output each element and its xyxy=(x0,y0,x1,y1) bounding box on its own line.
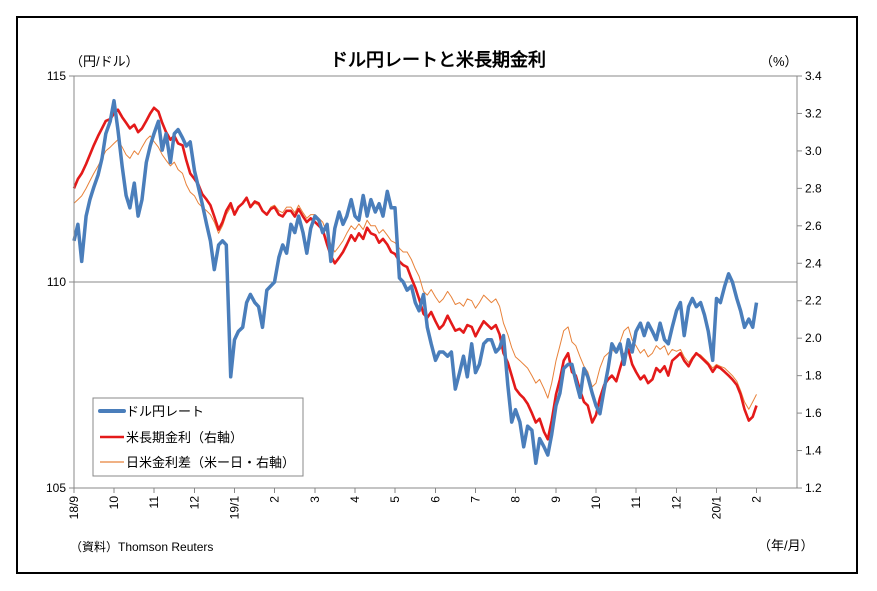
right-tick-label: 2.0 xyxy=(805,331,822,345)
right-tick-label: 1.8 xyxy=(805,369,822,383)
left-tick-label: 110 xyxy=(47,275,66,289)
x-tick-label: 12 xyxy=(670,496,684,510)
right-tick-label: 3.4 xyxy=(805,69,822,83)
x-tick-label: 9 xyxy=(549,496,563,503)
x-tick-label: 10 xyxy=(107,496,121,510)
x-tick-label: 12 xyxy=(188,496,202,510)
x-tick-label: 11 xyxy=(147,496,161,509)
series-layer xyxy=(72,98,759,466)
x-tick-label: 11 xyxy=(629,496,643,509)
right-tick-label: 1.2 xyxy=(805,481,822,495)
x-tick-label: 8 xyxy=(509,496,523,503)
left-axis-unit: （円/ドル） xyxy=(70,54,139,69)
right-tick-label: 1.6 xyxy=(805,406,822,420)
legend-box xyxy=(92,397,304,477)
x-tick-label: 20/1 xyxy=(710,496,724,520)
series-line-rate-diff xyxy=(73,135,757,410)
chart-frame xyxy=(16,16,858,574)
legend-label-usdjpy: ドル円レート xyxy=(126,404,204,419)
right-tick-label: 3.2 xyxy=(805,106,822,120)
right-tick-label: 1.4 xyxy=(805,444,822,458)
x-tick-label: 10 xyxy=(589,496,603,510)
x-tick-label: 3 xyxy=(308,496,322,503)
x-tick-label: 19/1 xyxy=(228,496,242,520)
series-line-us-yield xyxy=(72,106,758,441)
right-axis-unit: （%） xyxy=(760,54,798,69)
axis-layer: 1051101151.21.41.61.82.02.22.42.62.83.03… xyxy=(46,69,822,519)
legend: ドル円レート 米長期金利（右軸） 日米金利差（米ー日・右軸） xyxy=(92,397,304,477)
x-tick-label: 4 xyxy=(348,496,362,503)
x-tick-label: 7 xyxy=(469,496,483,503)
x-tick-label: 2 xyxy=(750,496,764,503)
x-axis-unit: （年/月） xyxy=(758,538,814,553)
left-tick-label: 105 xyxy=(46,481,66,495)
source-note: （資料）Thomson Reuters xyxy=(70,540,213,554)
right-tick-label: 2.4 xyxy=(805,256,822,270)
right-tick-label: 3.0 xyxy=(805,144,822,158)
x-tick-label: 18/9 xyxy=(67,496,81,520)
x-tick-label: 5 xyxy=(388,496,402,503)
left-tick-label: 115 xyxy=(47,69,66,83)
legend-label-us-yield: 米長期金利（右軸） xyxy=(126,430,243,445)
right-tick-label: 2.6 xyxy=(805,219,822,233)
right-tick-label: 2.2 xyxy=(805,294,822,308)
x-tick-label: 6 xyxy=(429,496,443,503)
legend-label-rate-diff: 日米金利差（米ー日・右軸） xyxy=(126,455,295,470)
right-tick-label: 2.8 xyxy=(805,181,822,195)
series-line-usdjpy xyxy=(72,98,759,466)
x-tick-label: 2 xyxy=(268,496,282,503)
chart-title: ドル円レートと米長期金利 xyxy=(330,49,546,70)
